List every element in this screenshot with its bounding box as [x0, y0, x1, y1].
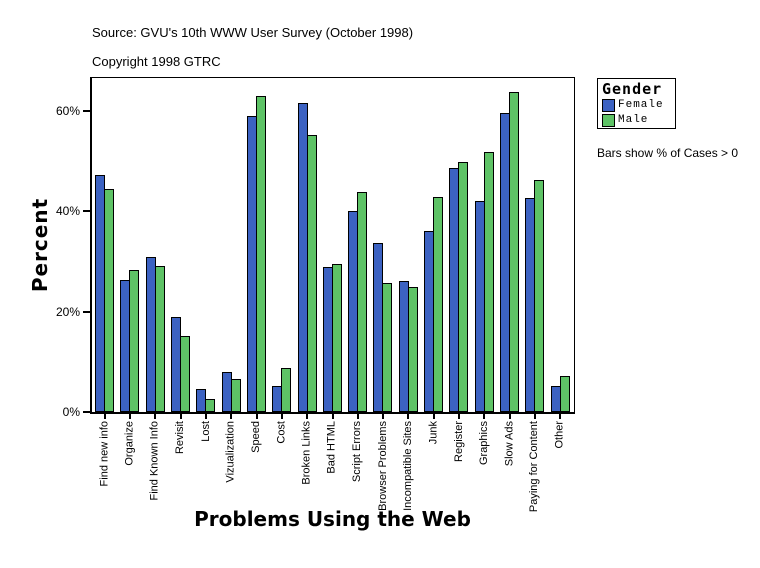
- y-axis-tick-label: 60%: [55, 104, 80, 119]
- legend-box: Gender Female Male: [597, 78, 676, 129]
- bar-male: [331, 264, 342, 412]
- x-axis-tick: [458, 414, 461, 419]
- bar-male: [433, 197, 444, 412]
- x-axis-title: Problems Using the Web: [194, 507, 471, 531]
- bar-male: [407, 287, 418, 412]
- bar-male: [179, 336, 190, 412]
- male-color-swatch: [602, 114, 615, 127]
- x-category-label: Organize: [123, 421, 136, 466]
- x-axis-tick: [559, 414, 562, 419]
- x-category-label: Cost: [275, 421, 288, 444]
- bar-male: [230, 379, 241, 412]
- x-axis-tick: [407, 414, 410, 419]
- legend-item-female: Female: [602, 99, 671, 112]
- x-category-label: Lost: [199, 421, 212, 442]
- x-category-label: Broken Links: [300, 421, 313, 485]
- x-axis-tick: [356, 414, 359, 419]
- y-axis-tick: [83, 210, 92, 213]
- x-axis-tick: [103, 414, 106, 419]
- x-axis-tick: [432, 414, 435, 419]
- bar-male: [534, 180, 545, 412]
- bar-male: [458, 162, 469, 412]
- legend-item-label: Female: [618, 99, 664, 111]
- x-axis-tick: [280, 414, 283, 419]
- x-category-label: Junk: [427, 421, 440, 445]
- y-axis-tick-label: 0%: [62, 405, 80, 419]
- x-category-label: Browser Problems: [376, 421, 389, 511]
- x-axis-tick: [534, 414, 537, 419]
- bar-male: [509, 92, 520, 412]
- plot-area: [90, 77, 575, 414]
- x-category-label: Speed: [250, 421, 263, 453]
- y-axis-tick: [83, 110, 92, 113]
- x-axis-tick: [508, 414, 511, 419]
- x-category-label: Other: [553, 421, 566, 449]
- x-category-label: Paying for Content: [528, 421, 541, 513]
- x-axis-tick: [331, 414, 334, 419]
- y-axis-tick-label: 40%: [55, 204, 80, 219]
- x-axis-tick: [154, 414, 157, 419]
- bar-male: [306, 135, 317, 412]
- y-axis-tick: [83, 310, 92, 313]
- female-color-swatch: [602, 99, 615, 112]
- legend-title: Gender: [602, 80, 663, 98]
- x-axis-tick: [382, 414, 385, 419]
- bar-male: [104, 189, 114, 412]
- x-category-label: Vizualization: [224, 421, 237, 483]
- x-category-label: Find Known Info: [148, 421, 161, 501]
- source-caption: Source: GVU's 10th WWW User Survey (Octo…: [92, 25, 414, 40]
- bar-male: [281, 368, 292, 412]
- bar-male: [255, 96, 266, 412]
- bar-male: [205, 399, 216, 412]
- x-axis-tick: [255, 414, 258, 419]
- y-axis-title: Percent: [28, 197, 52, 293]
- bar-male: [129, 270, 140, 412]
- bar-male: [483, 152, 494, 412]
- x-axis-tick: [230, 414, 233, 419]
- x-category-label: Register: [452, 421, 465, 462]
- y-axis-tick-label: 20%: [55, 304, 80, 319]
- legend-item-label: Male: [618, 114, 649, 126]
- x-category-label: Revisit: [174, 421, 187, 455]
- x-axis-tick: [128, 414, 131, 419]
- x-category-label: Find new info: [98, 421, 111, 487]
- bars-note: Bars show % of Cases > 0: [597, 146, 739, 160]
- x-axis-tick: [179, 414, 182, 419]
- x-category-label: Slow Ads: [503, 421, 516, 467]
- bar-male: [382, 283, 393, 412]
- x-category-label: Bad HTML: [326, 421, 338, 474]
- x-category-label: Graphics: [477, 421, 490, 466]
- copyright-caption: Copyright 1998 GTRC: [92, 54, 221, 69]
- legend-item-male: Male: [602, 114, 671, 127]
- x-axis-tick: [483, 414, 486, 419]
- x-category-label: Script Errors: [351, 421, 364, 483]
- x-axis-tick: [306, 414, 309, 419]
- x-axis-tick: [204, 414, 207, 419]
- bar-male: [154, 266, 165, 412]
- bar-male: [559, 376, 570, 412]
- y-axis-tick: [83, 411, 92, 413]
- bar-male: [357, 192, 368, 412]
- x-category-label: Incompatible Sites: [401, 421, 414, 511]
